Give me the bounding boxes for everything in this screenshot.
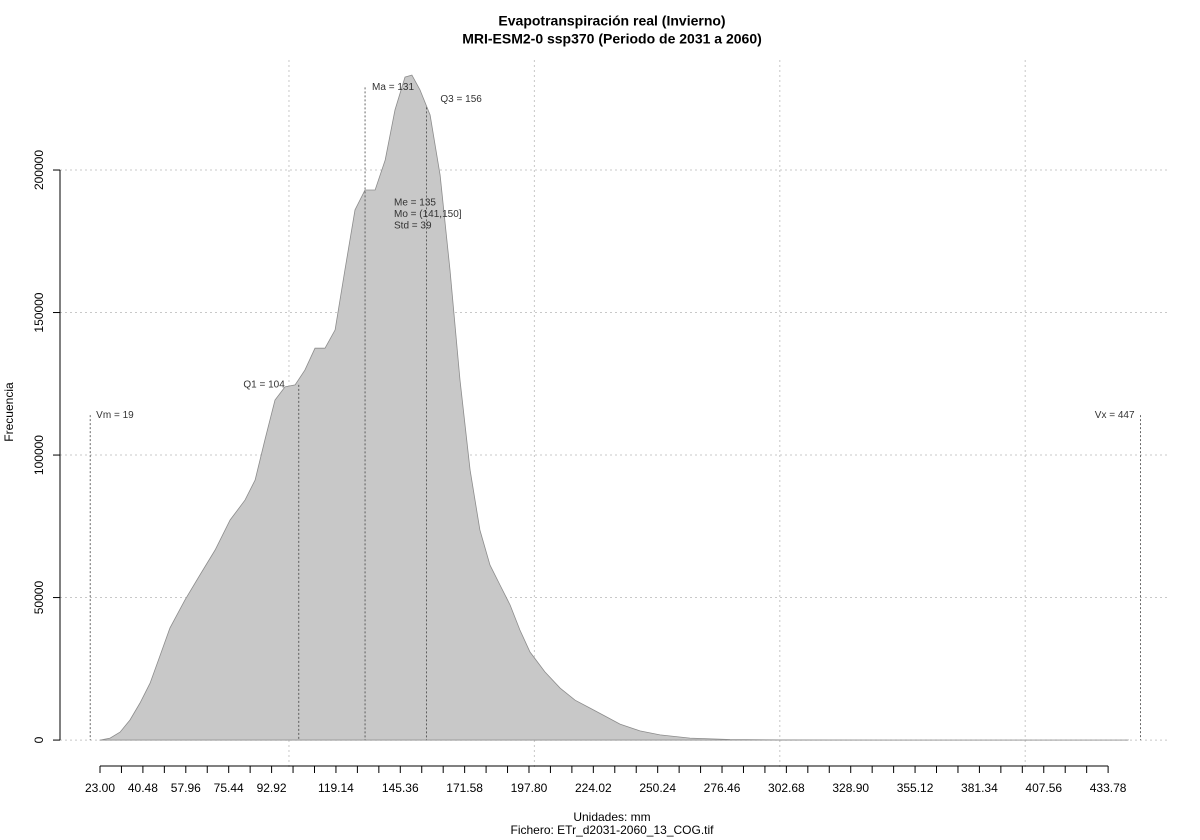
y-axis-label: Frecuencia <box>2 382 16 442</box>
caption: Fichero: ETr_d2031-2060_13_COG.tif <box>511 823 715 837</box>
x-tick-label: 57.96 <box>171 781 201 795</box>
y-tick-label: 100000 <box>32 435 46 475</box>
x-tick-label: 328.90 <box>832 781 869 795</box>
area <box>99 74 1129 741</box>
marker-label: Vm = 19 <box>96 410 134 421</box>
x-tick-label: 145.36 <box>382 781 419 795</box>
x-tick-label: 75.44 <box>214 781 244 795</box>
marker-label: Q3 = 156 <box>440 94 482 105</box>
x-tick-label: 302.68 <box>768 781 805 795</box>
x-tick-label: 355.12 <box>897 781 934 795</box>
x-tick-label: 407.56 <box>1025 781 1062 795</box>
stat-label: Me = 135 <box>394 198 436 209</box>
x-tick-label: 276.46 <box>704 781 741 795</box>
chart-title: Evapotranspiración real (Invierno) <box>498 13 725 29</box>
x-tick-label: 119.14 <box>318 781 354 795</box>
x-tick-label: 197.80 <box>511 781 548 795</box>
y-tick-label: 0 <box>32 736 46 743</box>
stat-label: Std = 39 <box>394 221 432 232</box>
chart-subtitle: MRI-ESM2-0 ssp370 (Periodo de 2031 a 206… <box>462 31 762 47</box>
y-tick-label: 150000 <box>32 292 46 332</box>
y-tick-label: 50000 <box>32 581 46 615</box>
x-tick-label: 40.48 <box>128 781 158 795</box>
stat-label: Mo = (141,150] <box>394 209 462 220</box>
marker-label: Vx = 447 <box>1095 410 1135 421</box>
x-tick-label: 23.00 <box>85 781 115 795</box>
x-tick-label: 171.58 <box>446 781 483 795</box>
marker-label: Ma = 131 <box>372 82 414 93</box>
x-tick-label: 433.78 <box>1090 781 1127 795</box>
marker-label: Q1 = 104 <box>243 380 285 391</box>
x-axis-label: Unidades: mm <box>573 810 650 824</box>
x-tick-label: 250.24 <box>639 781 676 795</box>
x-tick-label: 381.34 <box>961 781 998 795</box>
x-tick-label: 92.92 <box>257 781 287 795</box>
x-tick-label: 224.02 <box>575 781 612 795</box>
y-tick-label: 200000 <box>32 150 46 190</box>
